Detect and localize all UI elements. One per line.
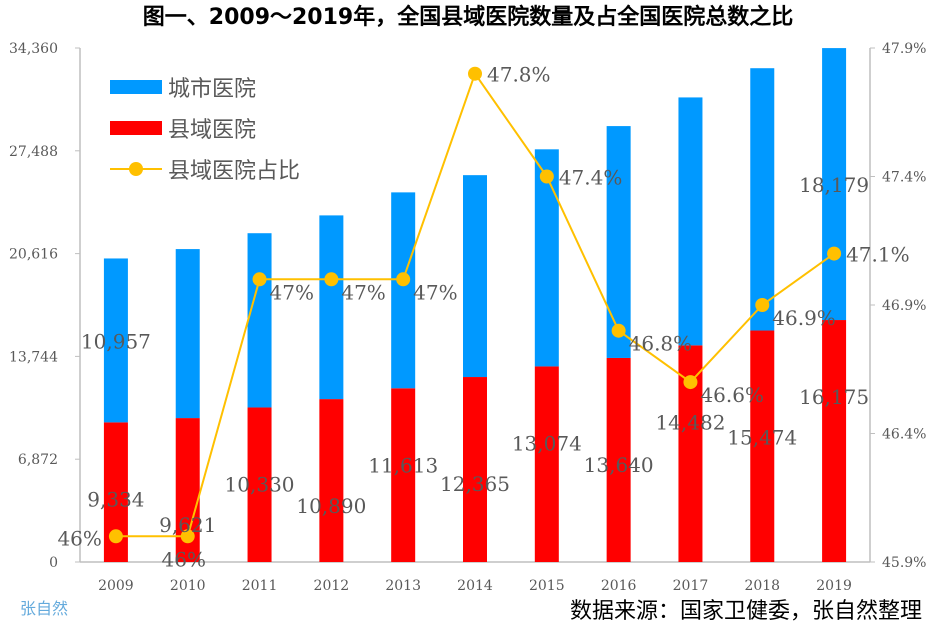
ratio-point-2009 — [108, 529, 123, 544]
label-ratio-2016: 46.8% — [629, 332, 693, 356]
left-tick-label: 0 — [49, 555, 58, 571]
label-county-2016: 13,640 — [584, 453, 654, 477]
legend-label-county: 县域医院 — [168, 118, 256, 143]
left-tick-label: 34,360 — [9, 41, 58, 57]
x-tick-label: 2011 — [242, 578, 278, 594]
x-tick-label: 2016 — [601, 578, 637, 594]
label-ratio-2017: 46.6% — [700, 383, 764, 407]
label-county-2015: 13,074 — [512, 431, 582, 455]
label-ratio-2018: 46.9% — [772, 306, 836, 330]
bar-county-2011 — [247, 407, 272, 562]
label-county-2014: 12,365 — [440, 472, 510, 496]
x-tick-label: 2019 — [816, 578, 852, 594]
x-tick-label: 2017 — [673, 578, 709, 594]
label-county-2009: 9,334 — [87, 487, 144, 511]
bar-city-2010 — [175, 249, 200, 419]
ratio-point-2015 — [539, 169, 554, 184]
x-tick-label: 2013 — [385, 578, 421, 594]
x-tick-label: 2012 — [314, 578, 350, 594]
label-county-2011: 10,330 — [225, 472, 295, 496]
label-county-2010: 9,621 — [159, 513, 216, 537]
ratio-point-2012 — [324, 272, 339, 287]
bar-city-2016 — [606, 126, 631, 358]
label-county-2017: 14,482 — [655, 410, 725, 434]
x-tick-label: 2009 — [98, 578, 134, 594]
source-note: 数据来源：国家卫健委，张自然整理 — [570, 599, 922, 624]
label-ratio-2014: 47.8% — [487, 63, 551, 87]
ratio-point-2016 — [611, 323, 626, 338]
bar-city-2019 — [822, 48, 847, 321]
bar-county-2019 — [822, 320, 847, 562]
bar-county-2016 — [606, 357, 631, 562]
left-tick-label: 27,488 — [9, 144, 58, 160]
legend-label-ratio: 县域医院占比 — [168, 159, 300, 184]
legend-label-city: 城市医院 — [168, 77, 256, 102]
legend-marker-ratio — [129, 162, 143, 176]
label-county-2012: 10,890 — [296, 494, 366, 518]
label-city-2019: 18,179 — [799, 173, 869, 197]
label-ratio-2019: 47.1% — [846, 243, 910, 267]
bar-county-2014 — [463, 377, 487, 562]
x-tick-label: 2015 — [529, 578, 565, 594]
x-tick-label: 2014 — [457, 578, 493, 594]
ratio-point-2013 — [396, 272, 411, 287]
right-tick-label: 47.4% — [882, 170, 926, 186]
bar-city-2011 — [247, 233, 272, 408]
label-city-2009: 10,957 — [81, 329, 151, 353]
x-tick-label: 2018 — [744, 578, 780, 594]
left-tick-label: 13,744 — [9, 349, 58, 365]
legend-swatch-city — [110, 80, 162, 94]
bar-city-2017 — [678, 97, 703, 346]
label-county-2013: 11,613 — [368, 453, 438, 477]
ratio-point-2018 — [755, 298, 770, 312]
chart-title: 图一、2009～2019年，全国县域医院数量及占全国医院总数之比 — [143, 4, 793, 30]
label-county-2019: 16,175 — [799, 385, 869, 409]
label-ratio-2010: 46% — [162, 547, 206, 571]
bar-county-2013 — [391, 388, 416, 562]
bar-city-2012 — [319, 215, 344, 400]
legend: 城市医院 县域医院 县域医院占比 — [110, 77, 300, 184]
bar-county-2018 — [750, 330, 775, 562]
bar-city-2014 — [463, 175, 487, 378]
bar-city-2009 — [103, 258, 128, 423]
right-tick-label: 47.9% — [882, 41, 926, 57]
watermark: 张自然 — [20, 599, 68, 618]
bar-city-2018 — [750, 68, 775, 331]
label-ratio-2009: 46% — [57, 526, 101, 550]
label-ratio-2011: 47% — [270, 280, 314, 304]
bar-county-2012 — [319, 399, 344, 562]
ratio-point-2017 — [683, 375, 698, 390]
right-tick-label: 46.9% — [882, 298, 926, 314]
left-tick-label: 6,872 — [18, 452, 58, 468]
bar-city-2013 — [391, 192, 416, 389]
right-tick-label: 46.4% — [882, 427, 926, 443]
right-tick-label: 45.9% — [882, 555, 926, 571]
ratio-point-2019 — [827, 246, 842, 261]
ratio-point-2010 — [180, 529, 195, 544]
bar-city-2015 — [534, 149, 559, 367]
ratio-point-2014 — [468, 66, 482, 81]
label-county-2018: 15,474 — [727, 426, 797, 450]
legend-swatch-county — [110, 121, 162, 135]
x-tick-label: 2010 — [170, 578, 206, 594]
label-ratio-2012: 47% — [341, 280, 385, 304]
bar-county-2015 — [534, 366, 559, 562]
ratio-point-2011 — [252, 272, 267, 287]
left-tick-label: 20,616 — [9, 247, 58, 263]
label-ratio-2015: 47.4% — [559, 166, 623, 190]
label-ratio-2013: 47% — [413, 280, 457, 304]
